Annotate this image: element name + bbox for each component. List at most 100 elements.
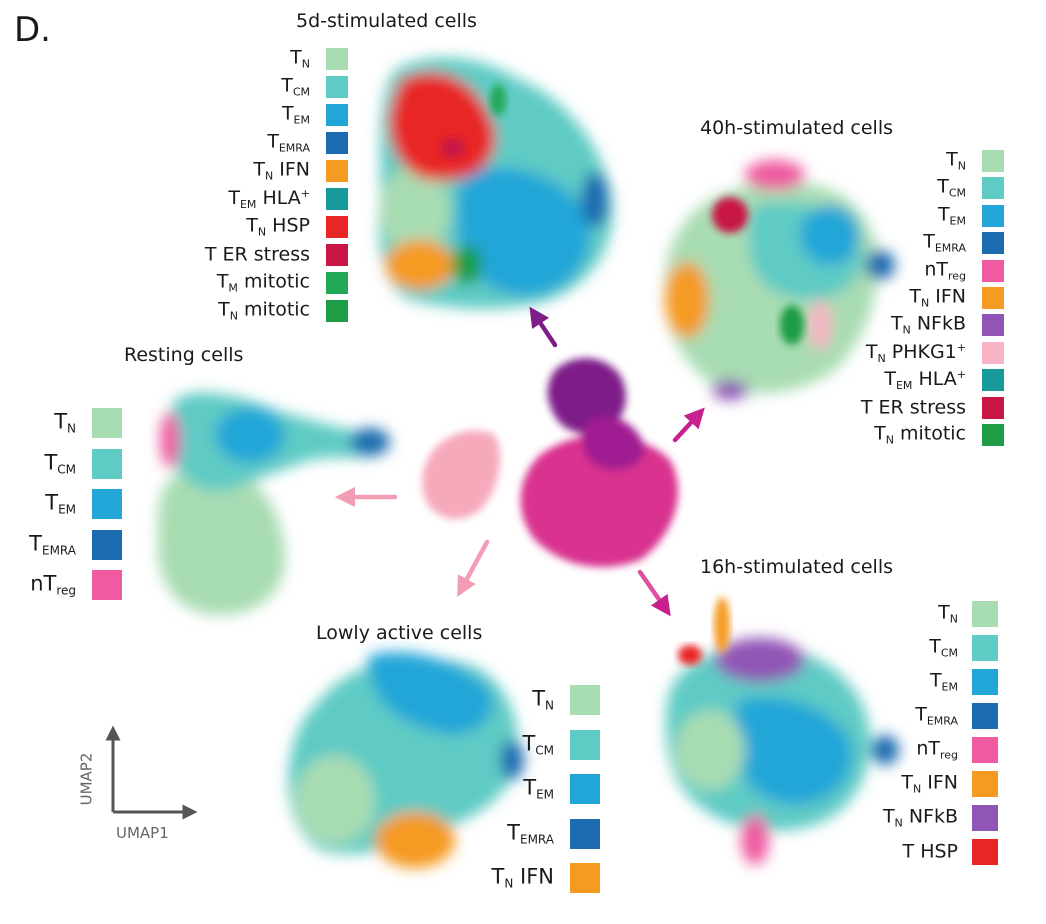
legend-swatch <box>570 863 600 893</box>
legend-swatch <box>92 408 122 438</box>
legend-label: TN <box>290 46 310 71</box>
legend-swatch <box>982 341 1004 364</box>
legend-label: TN NFkB <box>882 805 958 830</box>
legend-swatch <box>972 635 998 661</box>
legend-label: T ER stress <box>860 396 966 419</box>
legend-swatch <box>982 204 1004 227</box>
legend-swatch <box>982 369 1004 392</box>
legend-label: TEMRA <box>923 230 966 255</box>
umap-lowly <box>288 651 524 868</box>
legend-label: TCM <box>281 74 310 99</box>
arrow-to-5d <box>529 306 558 348</box>
legend-swatch <box>972 601 998 627</box>
legend-swatch <box>982 287 1004 309</box>
title-16h: 16h-stimulated cells <box>700 556 894 578</box>
legend-label: TCM <box>937 175 966 200</box>
legend-swatch <box>326 272 348 294</box>
legend-swatch <box>326 160 348 182</box>
legend-label: TN <box>54 409 76 436</box>
legend-swatch <box>92 570 122 600</box>
legend-swatch <box>326 300 348 322</box>
legend-swatch <box>92 489 122 519</box>
legend-label: TN HSP <box>246 214 310 239</box>
legend-swatch <box>982 424 1004 446</box>
legend-label: TN IFN <box>901 771 958 796</box>
legend-swatch <box>972 771 998 797</box>
legend-swatch <box>570 685 600 715</box>
legend-label: TN IFN <box>909 285 966 310</box>
legend-label: T ER stress <box>204 243 310 266</box>
panel-label: D. <box>14 10 51 50</box>
umap-5d <box>378 57 613 309</box>
legend-swatch <box>982 396 1004 419</box>
legend-label: nTreg <box>30 571 76 598</box>
transition-arrows <box>334 306 705 617</box>
legend-label: TN PHKG1+ <box>865 340 966 365</box>
arrow-to-16h <box>637 569 671 617</box>
legend-swatch <box>972 669 998 695</box>
umap-16h <box>665 597 899 865</box>
legend-swatch <box>972 839 998 865</box>
umap-40h <box>664 160 895 400</box>
legend-swatch <box>570 729 600 760</box>
legend-label: TN IFN <box>491 864 554 891</box>
legend-swatch <box>326 132 348 154</box>
legend-label: TN <box>532 686 554 713</box>
legend-label: TEM <box>523 775 554 802</box>
legend-swatch <box>982 150 1004 172</box>
arrow-to-lowly <box>457 539 490 597</box>
legend-swatch <box>326 76 348 98</box>
legend-resting: TN TCM TEM TEMRA nTreg <box>22 408 122 603</box>
legend-16h: TN TCM TEM TEMRA nTreg TN IFN TN NFkB T HSP <box>862 601 998 869</box>
legend-label: TEM <box>281 102 310 127</box>
legend-label: TEM HLA+ <box>884 368 966 393</box>
legend-label: TEMRA <box>507 820 554 846</box>
legend-label: TM mitotic <box>216 270 310 295</box>
legend-label: TEMRA <box>29 531 76 557</box>
legend-swatch <box>982 177 1004 200</box>
legend-swatch <box>570 818 600 849</box>
umap-center <box>422 358 679 568</box>
legend-swatch <box>982 259 1004 282</box>
legend-label: TN NFkB <box>890 312 966 337</box>
title-resting: Resting cells <box>124 344 244 366</box>
legend-swatch <box>326 216 348 238</box>
umap-axes-indicator <box>105 725 198 820</box>
legend-swatch <box>972 805 998 831</box>
legend-label: TCM <box>522 731 554 757</box>
legend-5d: TN TCM TEM TEMRA TN IFN TEM HLA+ TN HSP T ER st… <box>190 48 348 328</box>
legend-label: nTreg <box>916 737 958 762</box>
umap2-label: UMAP2 <box>77 752 96 806</box>
legend-swatch <box>570 774 600 804</box>
legend-label: TEM <box>929 669 958 694</box>
legend-label: TN <box>938 601 958 626</box>
umap1-label: UMAP1 <box>116 824 169 842</box>
legend-label: TEMRA <box>267 130 310 155</box>
legend-label: TN mitotic <box>874 422 966 447</box>
title-40h: 40h-stimulated cells <box>700 117 894 139</box>
legend-swatch <box>326 48 348 70</box>
legend-label: TEM <box>45 490 76 517</box>
arrow-to-40h <box>672 407 705 443</box>
legend-label: nTreg <box>924 258 966 283</box>
legend-swatch <box>92 448 122 479</box>
umap-resting <box>157 392 390 615</box>
legend-swatch <box>972 737 998 763</box>
legend-swatch <box>326 244 348 266</box>
legend-label: TEMRA <box>915 703 958 728</box>
legend-label: TEM HLA+ <box>228 187 310 211</box>
legend-label: TEM <box>937 203 966 228</box>
legend-label: T HSP <box>902 840 958 863</box>
legend-lowly: TN TCM TEM TEMRA TN IFN <box>492 685 600 893</box>
legend-label: TN IFN <box>253 158 310 183</box>
legend-swatch <box>326 104 348 126</box>
legend-label: TN <box>946 148 966 173</box>
legend-swatch <box>92 529 122 560</box>
legend-label: TCM <box>929 635 958 660</box>
legend-swatch <box>982 232 1004 255</box>
legend-40h: TN TCM TEM TEMRA nTreg TN IFN TN NFkB TN PHKG1+… <box>842 150 1004 450</box>
title-lowly: Lowly active cells <box>316 622 483 644</box>
legend-label: TN mitotic <box>218 298 310 323</box>
